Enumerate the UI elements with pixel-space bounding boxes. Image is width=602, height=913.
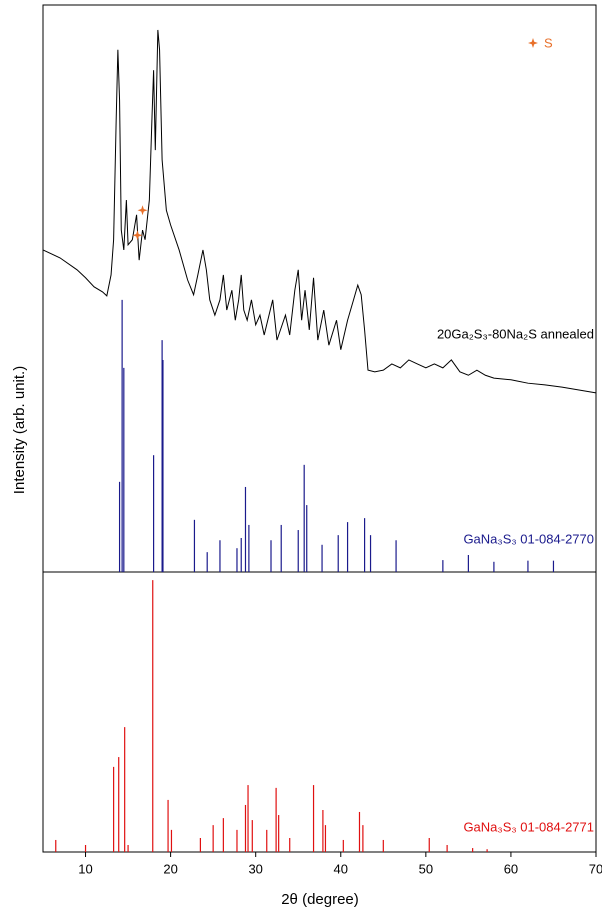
x-tick-label: 70 (589, 861, 602, 876)
y-axis-label: Intensity (arb. unit.) (11, 366, 28, 494)
x-tick-label: 40 (334, 861, 348, 876)
x-axis-label: 2θ (degree) (281, 891, 359, 908)
x-tick-label: 60 (504, 861, 518, 876)
legend-marker (528, 38, 538, 48)
x-tick-label: 20 (163, 861, 177, 876)
data-line (42, 29, 597, 394)
series-label: GaNa₃S₃ 01-084-2770 (463, 531, 594, 546)
marker (132, 230, 143, 241)
marker (137, 205, 148, 216)
series-label: GaNa₃S₃ 01-084-2771 (463, 819, 594, 834)
series-label: 20Ga₂S₃-80Na₂S annealed (437, 326, 594, 341)
legend-label: S (544, 35, 553, 50)
x-tick-label: 30 (248, 861, 262, 876)
x-tick-label: 50 (419, 861, 433, 876)
x-tick-label: 10 (78, 861, 92, 876)
plot-frame (42, 4, 597, 853)
